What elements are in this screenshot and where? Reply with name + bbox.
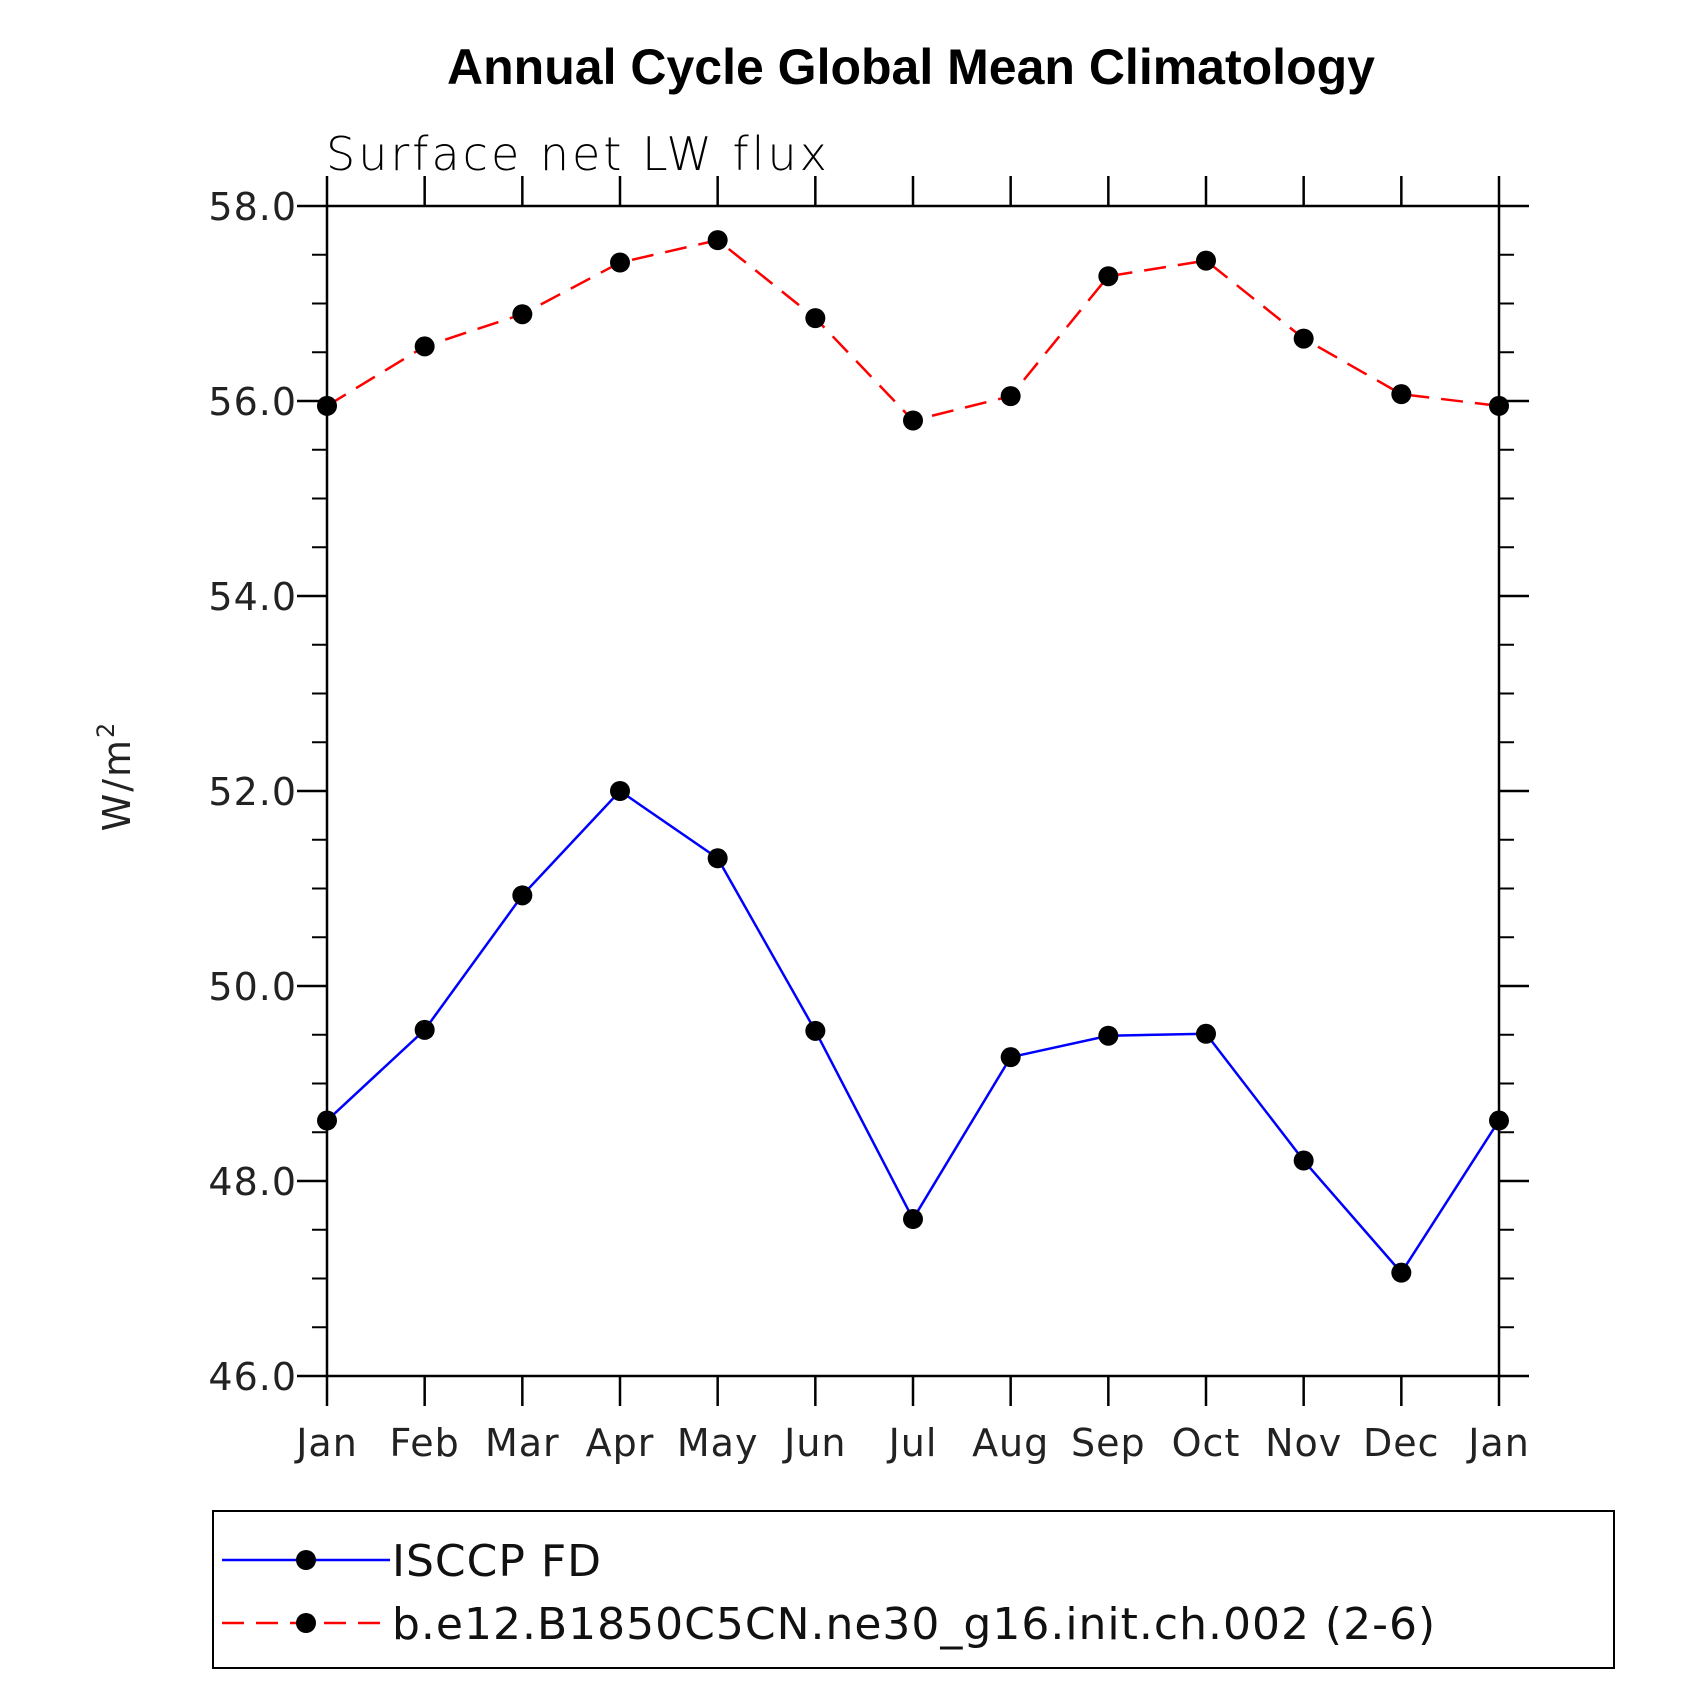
x-tick-label: Jul [887,1421,938,1465]
series-0-point [1391,1262,1412,1283]
x-tick-label: Aug [972,1421,1049,1465]
legend-marker-1 [296,1613,316,1633]
legend-box [212,1510,1615,1669]
series-0-point [1293,1150,1314,1171]
plot-frame [325,204,1501,1378]
series-0-point [707,848,728,869]
x-tick-label: Jun [782,1421,846,1465]
y-tick-label: 48.0 [208,1160,297,1204]
y-axis-label-text: W/m [95,738,139,831]
series-1-point [1098,266,1119,287]
series-line-1 [326,238,1500,422]
y-tick-label: 52.0 [208,770,297,814]
series-0-point [805,1020,826,1041]
x-tick-label: May [677,1421,759,1465]
x-tick-label: Oct [1172,1421,1241,1465]
y-tick-label: 54.0 [208,575,297,619]
x-tick-label: Feb [390,1421,460,1465]
series-0-point [903,1209,923,1230]
series-1-point [1293,328,1314,349]
y-tick-label: 56.0 [208,380,297,424]
legend-label-0: ISCCP FD [392,1536,602,1587]
y-axis-label: W/m2 [92,721,139,832]
series-1-point [1000,386,1021,407]
series-0-point [1000,1047,1021,1068]
axes: Jan Feb Mar Apr May Jun Jul Aug Sep Oct Nov Dec Jan 4… [208,176,1529,1465]
legend: ISCCP FD b.e12.B1850C5CN.ne30_g16.init.ch… [222,1536,1436,1650]
series-1-point [903,410,923,431]
x-tick-label: Sep [1071,1421,1146,1465]
series-0-point [512,885,533,906]
x-tick-label: Dec [1363,1421,1440,1465]
y-axis-label-superscript: 2 [92,721,120,738]
series-0-point [414,1019,435,1040]
series-1-point [414,336,435,357]
series-1-point [707,230,728,251]
series-1-point [512,304,533,325]
x-tick-label: Jan [294,1421,358,1465]
chart-subtitle: Surface net LW flux [326,127,830,181]
x-tick-label: Nov [1265,1421,1342,1465]
legend-label-1: b.e12.B1850C5CN.ne30_g16.init.ch.002 (2-… [392,1599,1436,1650]
series-0-point [610,781,630,801]
series-0-point [1098,1025,1119,1046]
y-tick-label: 46.0 [208,1355,297,1399]
series-0-point [1489,1110,1509,1131]
y-tick-label: 50.0 [208,965,297,1009]
legend-marker-0 [296,1550,316,1570]
series-1-point [1391,384,1412,405]
series-lines [326,238,1501,1275]
series-0-point [317,1110,337,1131]
y-tick-label: 58.0 [208,185,297,229]
series-1-point [1489,395,1509,416]
series-1-point [317,395,337,416]
series-1-point [610,252,630,273]
chart-title: Annual Cycle Global Mean Climatology [447,39,1375,95]
series-line-0 [326,789,1501,1275]
x-tick-label: Apr [586,1421,655,1465]
series-0-point [1196,1023,1216,1044]
series-1-point [805,308,826,329]
series-markers [317,230,1509,1283]
series-1-point [1196,250,1216,271]
x-tick-label: Jan [1466,1421,1530,1465]
x-tick-label: Mar [485,1421,560,1465]
